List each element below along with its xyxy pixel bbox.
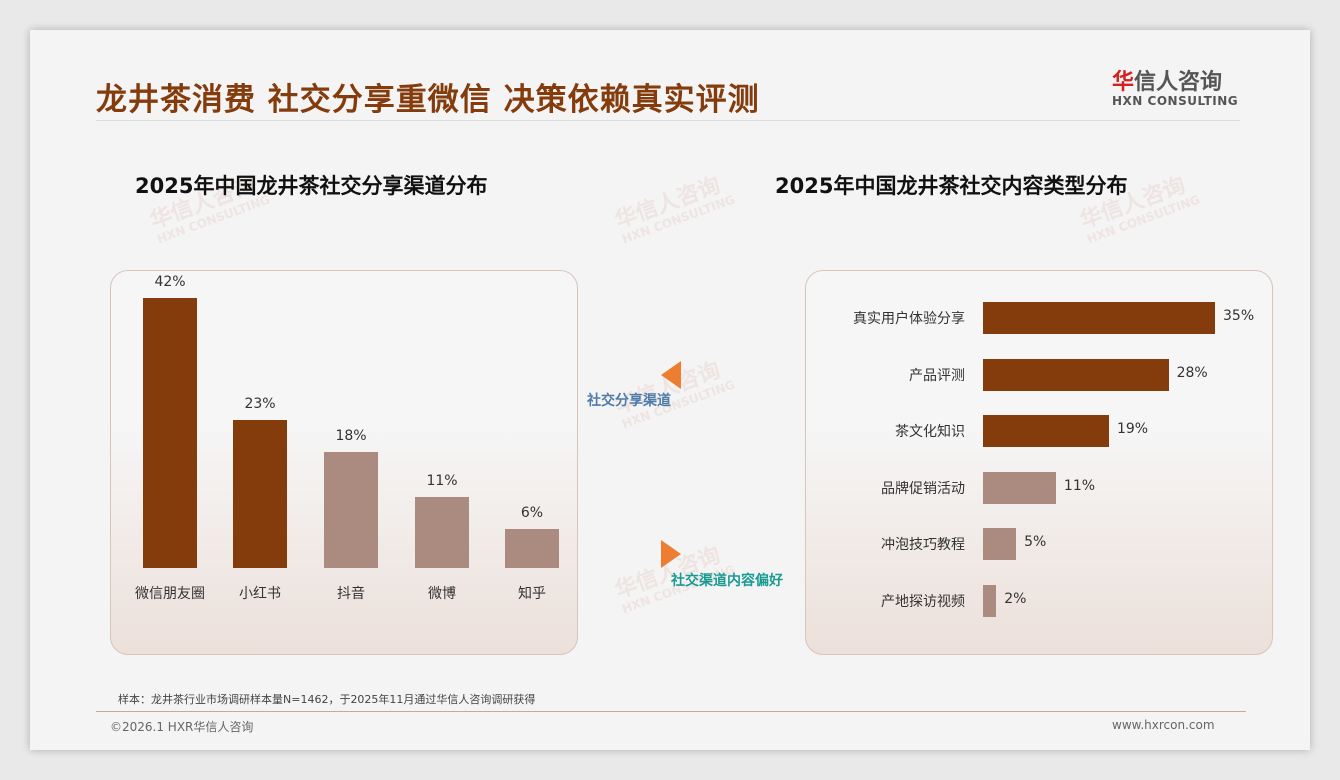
website-url: www.hxrcon.com <box>1112 718 1215 732</box>
category-label: 知乎 <box>518 586 546 602</box>
data-label: 11% <box>426 473 458 490</box>
bar <box>233 420 287 568</box>
bar <box>983 302 1215 334</box>
page-title: 龙井茶消费 社交分享重微信 决策依赖真实评测 <box>96 82 760 118</box>
bar <box>983 585 997 617</box>
bar <box>983 358 1169 391</box>
category-label: 产品评测 <box>909 367 965 384</box>
category-label: 冲泡技巧教程 <box>881 537 965 554</box>
right-arrow-label: 社交渠道内容偏好 <box>671 573 783 589</box>
data-label: 42% <box>154 274 186 290</box>
category-label: 产地探访视频 <box>881 594 965 610</box>
bar <box>983 471 1056 504</box>
data-label: 19% <box>1116 421 1149 438</box>
category-label: 小红书 <box>239 586 281 602</box>
category-label: 真实用户体验分享 <box>853 311 965 327</box>
sample-note: 样本：龙井茶行业市场调研样本量N=1462，于2025年11月通过华信人咨询调研… <box>118 693 536 706</box>
chart-title-left: 2025年中国龙井茶社交分享渠道分布 <box>135 174 488 198</box>
data-label: 35% <box>1223 308 1255 324</box>
chart-title-right: 2025年中国龙井茶社交内容类型分布 <box>775 174 1128 198</box>
bar <box>415 497 469 568</box>
divider <box>96 120 1240 121</box>
data-label: 2% <box>1004 591 1027 607</box>
bar <box>983 415 1109 448</box>
bar <box>983 528 1017 561</box>
footer-divider <box>96 711 1246 712</box>
content-chart-panel: 真实用户体验分享 35% 产品评测 28% 茶文化知识 19% 品牌促销活动 11% 冲泡技巧教… <box>805 270 1273 655</box>
logo-subtext: HXN CONSULTING <box>1112 94 1239 108</box>
category-label: 微信朋友圈 <box>135 586 205 602</box>
left-arrow-label: 社交分享渠道 <box>587 393 671 409</box>
logo-mark: 华 <box>1112 70 1135 95</box>
data-label: 6% <box>520 505 544 522</box>
data-label: 28% <box>1176 364 1208 381</box>
bar <box>324 452 378 568</box>
data-label: 18% <box>335 428 367 445</box>
data-label: 23% <box>244 396 276 413</box>
slide: 龙井茶消费 社交分享重微信 决策依赖真实评测 华信人咨询 HXN CONSULT… <box>30 30 1310 750</box>
arrow-left-icon <box>661 361 681 389</box>
category-label: 茶文化知识 <box>895 424 965 441</box>
logo-text: 信人咨询 <box>1134 70 1223 95</box>
category-label: 微博 <box>428 586 456 602</box>
channel-chart-panel: 42% 微信朋友圈 23% 小红书 18% 抖音 11% 微博 6% 知乎 <box>110 270 578 655</box>
bar <box>505 529 559 568</box>
category-label: 品牌促销活动 <box>881 480 965 497</box>
logo: 华信人咨询 <box>1112 64 1222 96</box>
copyright: ©2026.1 HXR华信人咨询 <box>110 720 254 734</box>
arrow-right-icon <box>661 540 681 568</box>
category-label: 抖音 <box>337 586 365 602</box>
data-label: 11% <box>1063 477 1096 494</box>
bar <box>143 298 197 568</box>
data-label: 5% <box>1024 534 1047 551</box>
